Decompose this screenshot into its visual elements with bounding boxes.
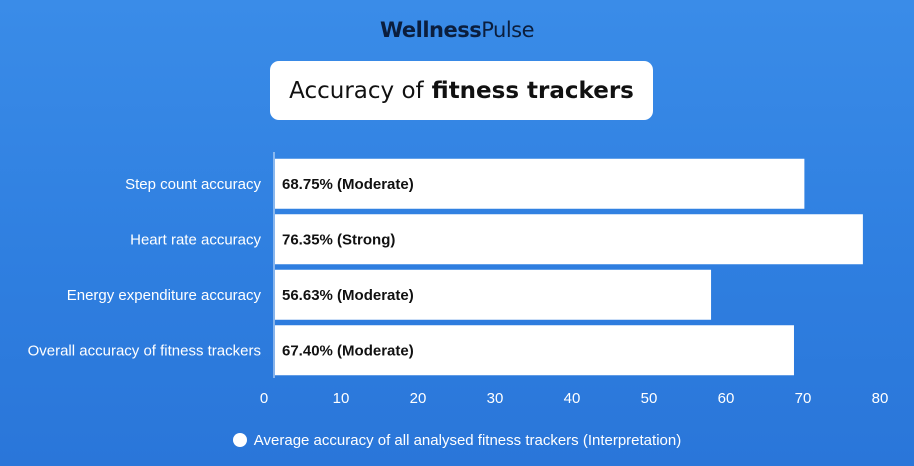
x-tick-label: 40	[564, 390, 581, 407]
bar	[275, 325, 794, 376]
brand-name-bold: Wellness	[379, 18, 482, 42]
bar	[275, 269, 712, 320]
brand-logo: WellnessPulse	[0, 18, 914, 42]
data-label: 76.35% (Strong)	[282, 231, 395, 248]
chart-title-bold: fitness trackers	[431, 77, 634, 104]
data-label: 56.63% (Moderate)	[282, 287, 414, 304]
x-tick-label: 10	[333, 390, 350, 407]
x-tick-label: 60	[718, 390, 735, 407]
x-tick-label: 0	[260, 390, 268, 407]
category-label: Overall accuracy of fitness trackers	[28, 342, 261, 359]
data-label: 67.40% (Moderate)	[282, 342, 414, 359]
chart-legend: Average accuracy of all analysed fitness…	[0, 432, 914, 449]
bar	[275, 158, 805, 209]
legend-marker	[232, 433, 247, 447]
brand-name-regular: Pulse	[481, 18, 535, 42]
x-tick-label: 80	[872, 390, 889, 407]
x-tick-label: 70	[795, 390, 812, 407]
data-label: 68.75% (Moderate)	[282, 176, 414, 193]
chart-title-box: Accuracy of fitness trackers	[270, 61, 653, 120]
category-label: Step count accuracy	[125, 176, 261, 193]
bar	[275, 214, 863, 265]
category-label: Energy expenditure accuracy	[67, 287, 262, 304]
x-tick-label: 20	[410, 390, 427, 407]
legend-label: Average accuracy of all analysed fitness…	[253, 432, 682, 449]
chart-title-regular: Accuracy of	[289, 77, 424, 104]
x-tick-label: 30	[487, 390, 504, 407]
x-tick-label: 50	[641, 390, 658, 407]
category-label: Heart rate accuracy	[130, 231, 261, 248]
